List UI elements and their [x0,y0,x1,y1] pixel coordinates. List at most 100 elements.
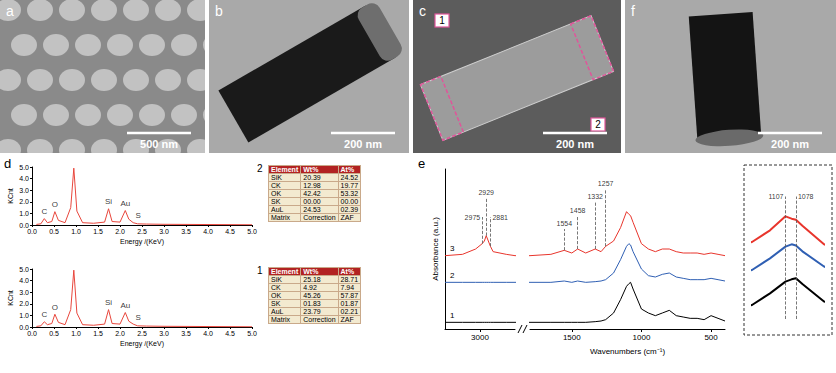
html-text:53.32: 53.32 [340,190,359,197]
svg-text:1.5: 1.5 [93,330,103,337]
html-text:24.52: 24.52 [340,174,359,181]
svg-text:5.0: 5.0 [19,266,29,273]
svg-text:1107: 1107 [768,193,783,200]
html-text:CK: CK [271,182,281,189]
svg-text:1257: 1257 [598,180,614,187]
svg-text:0.0: 0.0 [19,323,29,331]
svg-text:Wavenumbers (cm⁻¹): Wavenumbers (cm⁻¹) [590,347,665,356]
svg-text:200 nm: 200 nm [556,138,594,150]
svg-text:2.5: 2.5 [137,330,147,337]
svg-text:2975: 2975 [465,214,481,221]
svg-text:S: S [136,211,141,220]
svg-text:1332: 1332 [587,193,603,200]
svg-text:O: O [52,200,58,209]
svg-text:2.0: 2.0 [115,228,125,235]
html-text:02.39: 02.39 [340,206,359,213]
html-text:AuL: AuL [271,206,284,213]
svg-text:1.5: 1.5 [93,228,103,235]
svg-text:1.0: 1.0 [71,228,81,235]
html-text:At%: At% [340,166,355,173]
svg-text:c: c [419,3,426,19]
svg-text:KCnt: KCnt [7,290,14,306]
svg-text:1.0: 1.0 [19,210,29,217]
svg-text:1500: 1500 [563,333,581,342]
svg-text:1458: 1458 [570,207,586,214]
svg-text:Au: Au [120,199,130,208]
svg-text:4.5: 4.5 [225,330,235,337]
svg-text:3.5: 3.5 [181,228,191,235]
svg-text:0.5: 0.5 [49,330,59,337]
svg-text:b: b [215,3,223,19]
svg-text:3.0: 3.0 [159,228,169,235]
svg-text:3: 3 [450,244,455,253]
html-text:42.42: 42.42 [303,190,321,197]
svg-text:500 nm: 500 nm [140,138,178,150]
svg-text:0.0: 0.0 [27,330,37,337]
svg-text:3.5: 3.5 [181,330,191,337]
html-text:Wt%: Wt% [303,166,319,173]
svg-text:Au: Au [120,301,130,310]
svg-text:5.0: 5.0 [247,330,257,337]
svg-text:2929: 2929 [478,189,494,196]
html-text:20.39: 20.39 [303,174,321,181]
svg-text:2.0: 2.0 [115,330,125,337]
svg-text:a: a [6,3,14,19]
svg-text:4.5: 4.5 [225,228,235,235]
svg-text:200 nm: 200 nm [771,138,809,150]
svg-text:1078: 1078 [798,193,814,200]
svg-text:200 nm: 200 nm [344,138,382,150]
svg-text:Si: Si [105,197,112,206]
svg-text:4.0: 4.0 [19,277,29,284]
svg-text:O: O [52,303,58,312]
svg-text:5.0: 5.0 [19,164,29,171]
svg-text:1: 1 [450,311,455,320]
svg-text:1554: 1554 [556,220,572,227]
svg-text:Energy /(KeV): Energy /(KeV) [120,238,164,246]
html-text:19.77: 19.77 [340,182,359,189]
svg-text:0.0: 0.0 [27,228,37,235]
svg-text:0.0: 0.0 [19,221,29,229]
svg-text:e: e [418,157,425,171]
html-text:00.00: 00.00 [340,198,359,205]
svg-text:3000: 3000 [471,333,489,342]
svg-text:1.0: 1.0 [71,330,81,337]
svg-text:3.0: 3.0 [159,330,169,337]
svg-text:500: 500 [704,333,718,342]
svg-text:Energy /(KeV): Energy /(KeV) [120,340,164,348]
svg-text:2: 2 [595,119,601,130]
html-text:ZAF: ZAF [340,214,354,221]
svg-text:C: C [41,310,47,319]
svg-text:1.0: 1.0 [19,312,29,319]
svg-text:1: 1 [439,15,445,26]
html-text:SK: SK [271,198,281,205]
svg-text:2: 2 [450,271,455,280]
html-text:SiK: SiK [271,174,282,181]
svg-text:KCnt: KCnt [7,188,14,204]
svg-text:0.5: 0.5 [49,228,59,235]
svg-text:3.0: 3.0 [19,187,29,194]
svg-text:Si: Si [105,298,112,307]
svg-text:3.0: 3.0 [19,289,29,296]
svg-text:4.0: 4.0 [19,175,29,182]
svg-text:2.0: 2.0 [19,300,29,307]
html-text:Element: Element [271,268,299,275]
svg-text:4.0: 4.0 [203,330,213,337]
svg-text:5.0: 5.0 [247,228,257,235]
html-text:OK: OK [271,190,282,197]
svg-text:1000: 1000 [633,333,651,342]
html-text:Matrix: Matrix [271,214,291,221]
svg-text:Absorbance (a.u.): Absorbance (a.u.) [431,217,440,281]
html-text:12.98: 12.98 [303,182,321,189]
html-text:Correction: Correction [303,214,336,221]
html-text:00.00: 00.00 [303,198,321,205]
html-text:24.53: 24.53 [303,206,321,213]
svg-text:f: f [631,3,635,19]
html-text:Element: Element [271,166,299,173]
svg-text:C: C [41,207,47,216]
svg-text:2.5: 2.5 [137,228,147,235]
svg-text:2.0: 2.0 [19,198,29,205]
svg-text:S: S [136,313,141,322]
svg-text:d: d [4,157,11,171]
svg-text:4.0: 4.0 [203,228,213,235]
svg-text:2881: 2881 [492,214,508,221]
